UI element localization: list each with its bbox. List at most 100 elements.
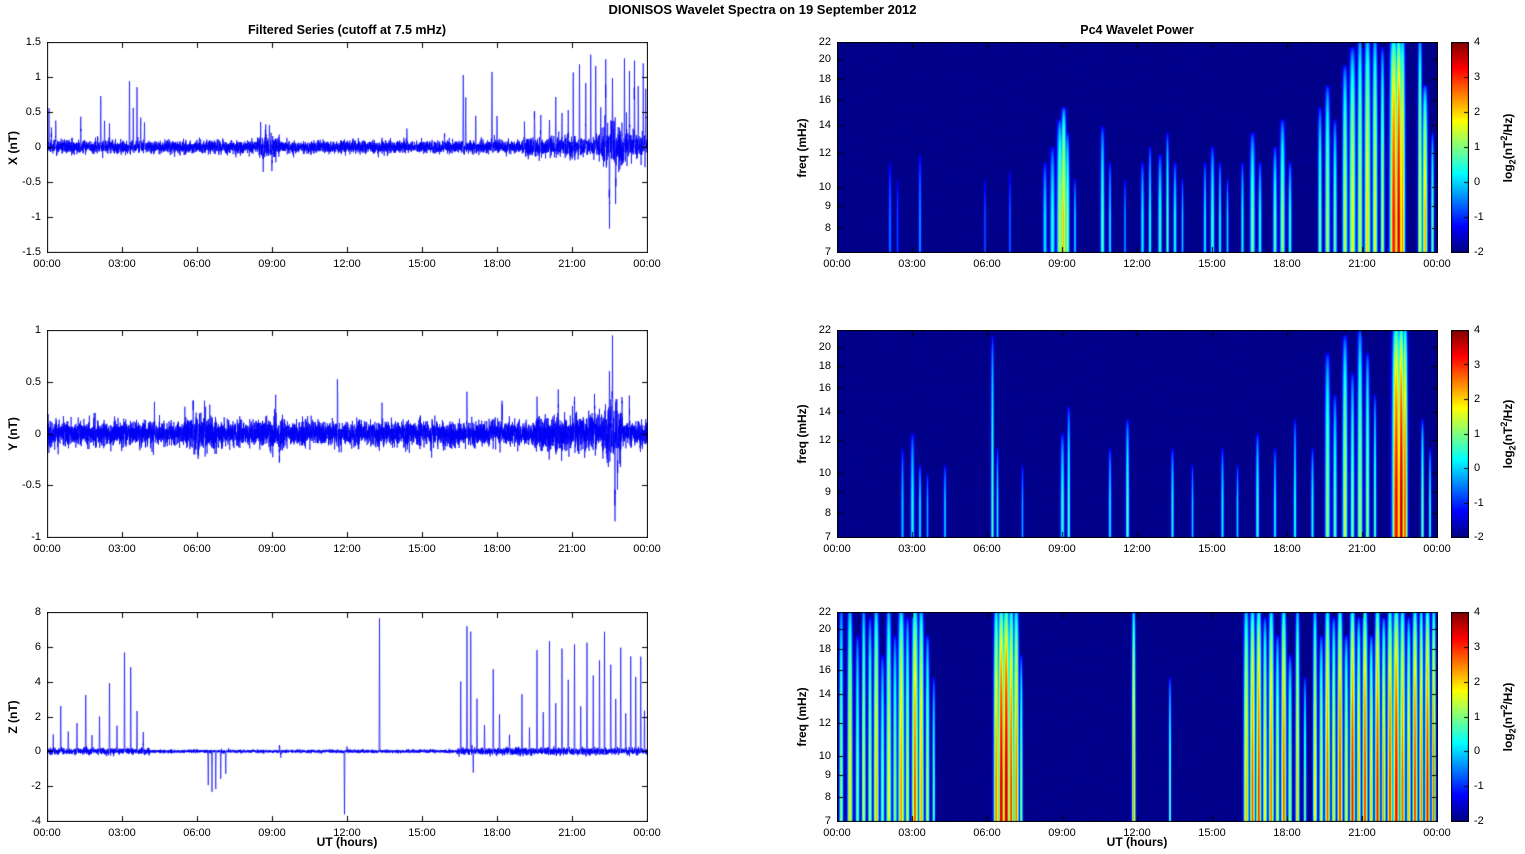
spectrogram-canvas-f xyxy=(837,330,1438,538)
x-tick-label: 03:00 xyxy=(108,258,136,270)
y-tick-label: 1.5 xyxy=(25,36,41,48)
colorbar-label: log2(nT2/Hz) xyxy=(1496,78,1517,218)
y-tick-label: -1 xyxy=(31,211,41,223)
colorbar-tick-label: 2 xyxy=(1474,393,1481,405)
colorbar-tick-label: 3 xyxy=(1474,71,1481,83)
panel-x-wavelet-power: 7 8 9 10 12 14 16 18 20 22 00:00 03:00 06:00 09:00 12:… xyxy=(795,36,1517,270)
colorbar-tick-label: 1 xyxy=(1474,141,1481,153)
colorbar-label-part: log xyxy=(1501,733,1515,752)
y-tick-label: 0 xyxy=(34,745,41,758)
colorbar xyxy=(1451,330,1469,538)
x-tick-label: 06:00 xyxy=(973,543,1001,555)
colorbar-label-part: 2 xyxy=(1499,421,1509,427)
x-tick-label: 18:00 xyxy=(483,827,511,839)
freq-tick-label: 10 xyxy=(818,466,831,479)
colorbar-label-part: /Hz) xyxy=(1501,113,1515,136)
colorbar-label-part: 2 xyxy=(1499,704,1509,710)
freq-tick-label: 9 xyxy=(824,769,831,782)
colorbar-label-part: (nT xyxy=(1501,709,1515,729)
figure-title: DIONISOS Wavelet Spectra on 19 September… xyxy=(608,2,917,17)
x-tick-label: 09:00 xyxy=(258,543,286,555)
y-axis-label: freq (mHz) xyxy=(795,404,809,464)
colorbar-label-part: log xyxy=(1501,163,1515,182)
colorbar-tick-label: -2 xyxy=(1474,815,1484,827)
x-tick-label: 21:00 xyxy=(1348,258,1376,270)
colorbar-tick-label: 0 xyxy=(1474,462,1481,474)
colorbar-label-part: /Hz) xyxy=(1501,682,1515,705)
freq-tick-label: 16 xyxy=(818,381,831,394)
x-tick-label: 15:00 xyxy=(1198,827,1226,839)
y-tick-label: -2 xyxy=(31,780,41,793)
x-tick-label: 12:00 xyxy=(333,543,361,555)
x-tick-label: 15:00 xyxy=(1198,543,1226,555)
x-tick-label: 15:00 xyxy=(408,258,436,270)
x-tick-label: 09:00 xyxy=(1048,258,1076,270)
y-tick-label: 0 xyxy=(34,141,41,153)
x-tick-label: 06:00 xyxy=(183,827,211,839)
freq-tick-label: 18 xyxy=(818,642,831,655)
colorbar-tick-label: 4 xyxy=(1474,324,1481,336)
y-tick-label: 6 xyxy=(34,640,41,653)
freq-tick-label: 7 xyxy=(824,531,831,543)
colorbar-label-part: (nT xyxy=(1501,140,1515,159)
x-tick-label: 00:00 xyxy=(1423,827,1451,839)
x-tick-label: 00:00 xyxy=(33,258,61,270)
colorbar-label-part: 2 xyxy=(1507,728,1518,734)
colorbar-tick-label: 1 xyxy=(1474,710,1481,723)
x-axis-label-left: UT (hours) xyxy=(316,835,378,849)
y-axis-label: Z (nT) xyxy=(6,700,20,734)
freq-tick-label: 9 xyxy=(824,485,831,498)
y-tick-label: 8 xyxy=(34,606,41,618)
x-tick-label: 21:00 xyxy=(558,258,586,270)
colorbar-label-part: /Hz) xyxy=(1501,399,1515,422)
x-tick-label: 09:00 xyxy=(1048,827,1076,839)
freq-tick-label: 12 xyxy=(818,716,831,729)
x-tick-label: 00:00 xyxy=(33,543,61,555)
x-tick-label: 18:00 xyxy=(483,543,511,555)
x-tick-label: 00:00 xyxy=(823,543,851,555)
x-tick-label: 00:00 xyxy=(1423,258,1451,270)
panel-z-filtered-series: -4 -2 0 2 4 6 8 00:00 03:00 06:00 09:00 12:00 15:00 1… xyxy=(6,606,661,839)
x-tick-label: 09:00 xyxy=(258,258,286,270)
x-axis-label-right: UT (hours) xyxy=(1106,835,1168,849)
freq-tick-label: 10 xyxy=(818,180,831,193)
y-tick-label: 0.5 xyxy=(25,375,41,388)
colorbar-label: log2(nT2/Hz) xyxy=(1496,647,1517,787)
x-tick-label: 15:00 xyxy=(408,543,436,555)
y-tick-label: 4 xyxy=(34,675,41,688)
colorbar-label-part: (nT xyxy=(1501,426,1515,446)
x-tick-label: 00:00 xyxy=(33,827,61,839)
colorbar-tick-label: 1 xyxy=(1474,427,1481,440)
colorbar-tick-label: -1 xyxy=(1474,211,1484,223)
colorbar-tick-label: -1 xyxy=(1474,780,1484,793)
freq-tick-label: 9 xyxy=(824,199,831,212)
freq-tick-label: 7 xyxy=(824,815,831,827)
y-tick-label: -1 xyxy=(31,531,41,543)
x-tick-label: 18:00 xyxy=(1273,258,1301,270)
y-tick-label: 1 xyxy=(34,71,41,83)
x-tick-label: 12:00 xyxy=(1123,543,1151,555)
x-tick-label: 00:00 xyxy=(1423,543,1451,555)
colorbar-tick-label: 0 xyxy=(1474,176,1481,188)
panel-y-filtered-series: -1 -0.5 0 0.5 1 00:00 03:00 06:00 09:00 12:00 15:0… xyxy=(6,324,661,555)
y-axis-label: Y (nT) xyxy=(6,417,20,451)
x-tick-label: 12:00 xyxy=(1123,827,1151,839)
x-tick-label: 12:00 xyxy=(333,258,361,270)
colorbar-tick-label: 2 xyxy=(1474,675,1481,688)
y-tick-label: -0.5 xyxy=(22,479,41,492)
x-tick-label: 12:00 xyxy=(1123,258,1151,270)
freq-tick-label: 22 xyxy=(818,36,831,48)
timeseries-canvas-z xyxy=(47,612,648,822)
freq-tick-label: 12 xyxy=(818,433,831,446)
spectrogram-canvas-f xyxy=(837,612,1438,822)
panel-y-wavelet-power: 7 8 9 10 12 14 16 18 20 22 00:00 03:00 06:00 09:00 12:… xyxy=(795,324,1517,555)
colorbar-label-part: log xyxy=(1501,450,1515,469)
right-column-title: Pc4 Wavelet Power xyxy=(1080,23,1194,37)
spectrogram-canvas-f xyxy=(837,42,1438,253)
x-tick-label: 06:00 xyxy=(183,258,211,270)
colorbar-tick-label: 3 xyxy=(1474,640,1481,653)
x-tick-label: 18:00 xyxy=(483,258,511,270)
y-tick-label: -1.5 xyxy=(22,246,41,258)
timeseries-canvas-x xyxy=(47,42,648,253)
